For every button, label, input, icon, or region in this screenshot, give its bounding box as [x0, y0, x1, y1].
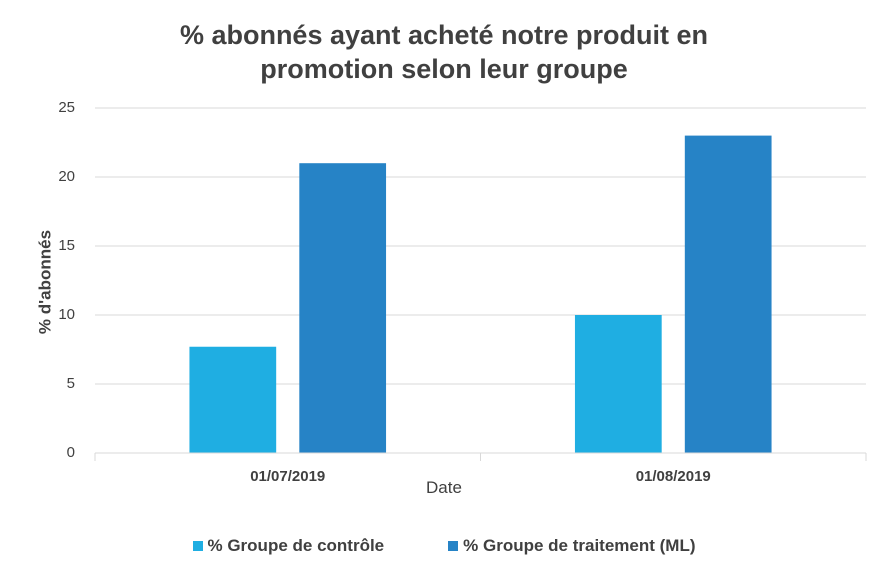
bar-controle-2 [574, 315, 662, 453]
x-category-label: 01/08/2019 [636, 468, 711, 485]
y-tick-label: 5 [67, 375, 75, 392]
y-tick-label: 15 [58, 237, 75, 254]
x-category-label: 01/07/2019 [250, 468, 325, 485]
chart-title: % abonnés ayant acheté notre produit en … [179, 20, 709, 84]
legend-swatch [448, 541, 459, 551]
y-tick-label: 25 [58, 99, 75, 116]
bar-traitement-2 [684, 135, 772, 453]
bar-layer [189, 135, 772, 453]
legend-item: % Groupe de traitement (ML) [448, 536, 696, 556]
x-axis-title: Date [426, 478, 462, 497]
bar-traitement-1 [299, 163, 387, 453]
y-axis-title: % d'abonnés [35, 230, 54, 334]
axis-layer: 0 5 10 15 20 25 01/07/2019 01/08/2019 [58, 99, 867, 485]
legend-swatch [192, 541, 203, 551]
bar-controle-1 [189, 346, 277, 453]
y-tick-label: 10 [58, 306, 75, 323]
y-tick-label: 0 [67, 444, 75, 461]
chart-legend: % Groupe de contrôle % Groupe de traiteme… [0, 536, 888, 556]
legend-item: % Groupe de contrôle [192, 536, 385, 556]
y-tick-label: 20 [58, 168, 75, 185]
legend-label: % Groupe de contrôle [207, 536, 385, 555]
legend-label: % Groupe de traitement (ML) [463, 536, 696, 555]
